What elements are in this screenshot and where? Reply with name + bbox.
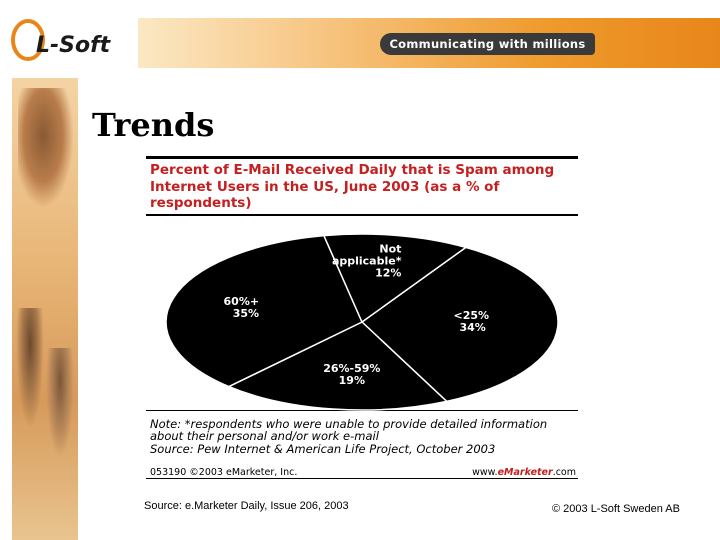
- brand-name: eMarketer: [497, 467, 553, 478]
- chart-card: Percent of E-Mail Received Daily that is…: [146, 156, 578, 480]
- pie-label-60: 60%+ 35%: [224, 295, 260, 320]
- slide-title: Trends: [92, 106, 215, 144]
- pie-label-line: 19%: [339, 374, 365, 387]
- pie-label-not: Not applicable* 12%: [332, 242, 402, 279]
- banner-tagline: Communicating with millions: [380, 33, 595, 55]
- chart-title-line: respondents): [150, 195, 252, 211]
- brand-suffix: .com: [552, 467, 576, 478]
- chart-title: Percent of E-Mail Received Daily that is…: [150, 162, 574, 212]
- pie-label-line: applicable*: [332, 254, 402, 267]
- pie-label-26-59: 26%-59% 19%: [323, 362, 380, 387]
- pie-label-25: <25% 34%: [454, 309, 490, 334]
- note-line: about their personal and/or work e-mail: [150, 429, 379, 444]
- pie-slice-25: [360, 246, 559, 403]
- source-citation: Source: e.Marketer Daily, Issue 206, 200…: [144, 500, 349, 512]
- pie-label-line: 12%: [375, 266, 401, 279]
- photo-person-left: [16, 308, 44, 428]
- note-line: Note: *respondents who were unable to pr…: [150, 417, 548, 431]
- chart-title-line: Internet Users in the US, June 2003 (as …: [150, 178, 500, 195]
- pie-slice-60: [165, 234, 363, 388]
- pie-slice-not: [322, 233, 468, 324]
- chart-rule-top: [146, 156, 578, 159]
- brand-prefix: www.: [472, 467, 498, 478]
- logo-text: L-Soft: [36, 33, 112, 58]
- chart-note: Note: *respondents who were unable to pr…: [150, 417, 574, 456]
- l-soft-logo: L-Soft: [8, 16, 118, 68]
- chart-footer-brand: www.eMarketer.com: [472, 467, 576, 478]
- chart-footer-id: 053190 ©2003 eMarketer, Inc.: [150, 467, 298, 478]
- pie-label-line: 60%+: [224, 295, 260, 308]
- pie-chart: <25% 34% 26%-59% 19% 60%+ 35% Not applicable* 12…: [165, 233, 559, 411]
- pie-slice-26-59: [227, 321, 449, 411]
- chart-rule-mid: [146, 214, 578, 216]
- pie-label-line: Not: [379, 242, 401, 255]
- photo-woman: [18, 88, 74, 208]
- sidebar-photo-collage: [12, 78, 78, 540]
- pie-label-line: 35%: [233, 307, 259, 320]
- photo-person-right: [46, 348, 74, 458]
- pie-slices: [165, 233, 559, 411]
- pie-label-line: 34%: [460, 321, 486, 334]
- pie-label-line: 26%-59%: [323, 362, 380, 375]
- copyright-notice: © 2003 L-Soft Sweden AB: [552, 503, 680, 515]
- chart-footer-rule: [146, 478, 578, 479]
- note-line: Source: Pew Internet & American Life Pro…: [150, 441, 496, 456]
- chart-title-line: Percent of E-Mail Received Daily that is…: [150, 162, 555, 178]
- pie-label-line: <25%: [454, 309, 490, 322]
